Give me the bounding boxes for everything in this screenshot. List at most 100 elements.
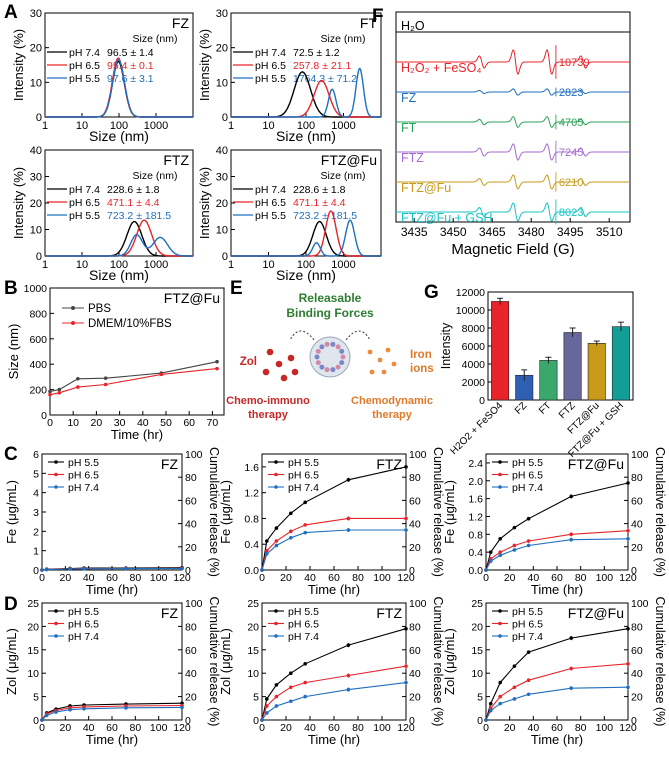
- series-D2-pH65: [261, 665, 407, 721]
- iron-dot-3: [385, 347, 391, 353]
- schematic-right-caption-1: Chemodynamic: [351, 395, 433, 407]
- nanoparticle-dot-4: [324, 367, 330, 373]
- point-C1-pH74-5: [180, 566, 184, 571]
- ytick-label-D2-0: 0: [253, 715, 259, 727]
- xtick-label-A1-10: 10: [76, 120, 88, 132]
- ytick-label-A4-40: 40: [216, 145, 228, 157]
- y2tick-label-D1-60: 60: [185, 645, 197, 657]
- legend-label-D1-pH65: pH 6.5: [68, 619, 99, 631]
- ytick-label-C3-0.8: 0.8: [468, 529, 483, 541]
- ytick-label-D2-25: 25: [247, 598, 259, 610]
- legend-label-D1-pH55: pH 5.5: [68, 606, 99, 618]
- ytick-label-D1-5: 5: [33, 692, 39, 704]
- y2tick-label-C1-80: 80: [185, 472, 197, 484]
- legend-ph-A1-0: pH 7.4: [69, 47, 100, 59]
- y2tick-label-D2-60: 60: [409, 645, 421, 657]
- xtick-label-A1-1000: 1000: [144, 120, 168, 132]
- ytick-label-A3-30: 30: [30, 172, 42, 184]
- nanoparticle-dot-11: [330, 341, 336, 347]
- ytick-label-A1-30: 30: [30, 8, 42, 20]
- xlabel-A3: Size (nm): [89, 267, 149, 283]
- point-C2-pH74-3: [289, 535, 293, 540]
- xtick-label-A4-1000: 1000: [331, 259, 355, 271]
- ytick-label-D3-5: 5: [477, 692, 483, 704]
- xtick-label-D3-40: 40: [527, 722, 539, 734]
- point-B-DMEM10FBS-2: [76, 385, 80, 389]
- legend-header-A2: Size (nm): [321, 33, 366, 45]
- spectrum-value-FTZ: 7245: [559, 147, 583, 159]
- ytick-label-G-6000: 6000: [462, 341, 486, 353]
- xtick-label-C2-20: 20: [280, 572, 292, 584]
- legend-label-D3-pH55: pH 5.5: [512, 606, 543, 618]
- schematic-right-label-2: ions: [410, 363, 434, 375]
- panel-label-B: B: [4, 278, 18, 299]
- ytick-label-A3-0: 0: [36, 251, 42, 263]
- xtick-label-B-0: 0: [47, 417, 53, 429]
- ytick-label-A3-20: 20: [30, 198, 42, 210]
- schematic-title-2: Binding Forces: [286, 306, 374, 320]
- ylabel-D3: Zol (μg/mL): [442, 628, 457, 695]
- point-D2-pH55-4: [303, 662, 308, 666]
- ytick-label-G-2000: 2000: [462, 377, 486, 389]
- ytick-label-C3-2: 2.0: [468, 476, 483, 488]
- ytick-label-D1-20: 20: [27, 621, 39, 633]
- point-D3-pH74-3: [512, 697, 517, 701]
- iron-dot-2: [369, 369, 375, 375]
- point-C1-pH74-1: [44, 567, 49, 572]
- y2tick-label-D3-100: 100: [631, 598, 649, 610]
- schematic-right-caption-2: therapy: [372, 409, 413, 421]
- panel-label-D: D: [4, 594, 18, 615]
- legend-marker-B-1: [71, 321, 75, 325]
- xtick-label-C3-60: 60: [551, 572, 563, 584]
- ytick-label-G-8000: 8000: [462, 323, 486, 335]
- xtick-label-D2-60: 60: [328, 722, 340, 734]
- legend-marker-D3-pH74: [498, 634, 502, 638]
- xtick-label-F-3510: 3510: [596, 225, 623, 239]
- legend-label-C1-pH65: pH 6.5: [68, 470, 99, 482]
- spectrum-value-FTZFu: 6210: [559, 177, 583, 189]
- ytick-label-D2-20: 20: [247, 621, 259, 633]
- spectrum-label-FZ: FZ: [401, 91, 417, 105]
- xtick-label-B-70: 70: [207, 417, 219, 429]
- xtick-label-D1-100: 100: [150, 722, 168, 734]
- ytick-label-G-0: 0: [479, 395, 485, 407]
- point-C3-pH55-4: [526, 516, 531, 521]
- point-C3-pH65-2: [498, 550, 503, 554]
- ytick-label-B-800: 800: [29, 308, 47, 320]
- point-C2-pH55-5: [346, 477, 351, 482]
- point-C3-pH74-0: [484, 568, 488, 572]
- nanoparticle-dot-3: [330, 367, 336, 373]
- point-D3-pH65-6: [626, 662, 630, 666]
- point-C3-pH74-5: [569, 537, 573, 542]
- y2tick-label-D3-0: 0: [631, 715, 637, 727]
- xtick-label-A3-1: 1: [42, 259, 48, 271]
- point-C3-pH65-4: [526, 539, 531, 543]
- xtick-label-D2-120: 120: [397, 722, 415, 734]
- ytick-label-D1-15: 15: [27, 645, 39, 657]
- point-D2-pH65-2: [274, 694, 279, 699]
- legend-label-C3-pH74: pH 7.4: [512, 482, 543, 494]
- bar-3: [563, 332, 582, 401]
- iron-dot-1: [377, 357, 383, 363]
- point-B-DMEM10FBS-1: [57, 390, 62, 395]
- xtick-label-D2-0: 0: [259, 722, 265, 734]
- series-C3-pH65: [485, 530, 629, 571]
- xtick-label-C1-80: 80: [129, 572, 141, 584]
- plot-frame-F: [395, 11, 631, 223]
- xtick-label-C3-20: 20: [504, 572, 516, 584]
- y2label-D3: Cumulative release (%): [653, 597, 667, 727]
- point-C1-pH74-3: [82, 567, 86, 571]
- y2label-C3: Cumulative release (%): [653, 447, 667, 577]
- legend-label-C2-pH74: pH 7.4: [288, 482, 319, 494]
- point-D1-pH74-0: [40, 718, 44, 722]
- xtick-label-C2-120: 120: [397, 572, 415, 584]
- point-C1-pH74-0: [40, 568, 44, 572]
- legend-val-A3-1: 471.1 ± 4.4: [107, 197, 160, 209]
- bar-4: [587, 342, 606, 401]
- y2tick-label-C2-40: 40: [409, 519, 421, 531]
- xtick-label-D2-100: 100: [373, 722, 391, 734]
- legend-ph-A4-0: pH 7.4: [255, 184, 286, 196]
- point-D3-pH55-5: [569, 636, 573, 640]
- category-label-G-2: FT: [537, 400, 553, 416]
- y2tick-label-D2-100: 100: [409, 598, 427, 610]
